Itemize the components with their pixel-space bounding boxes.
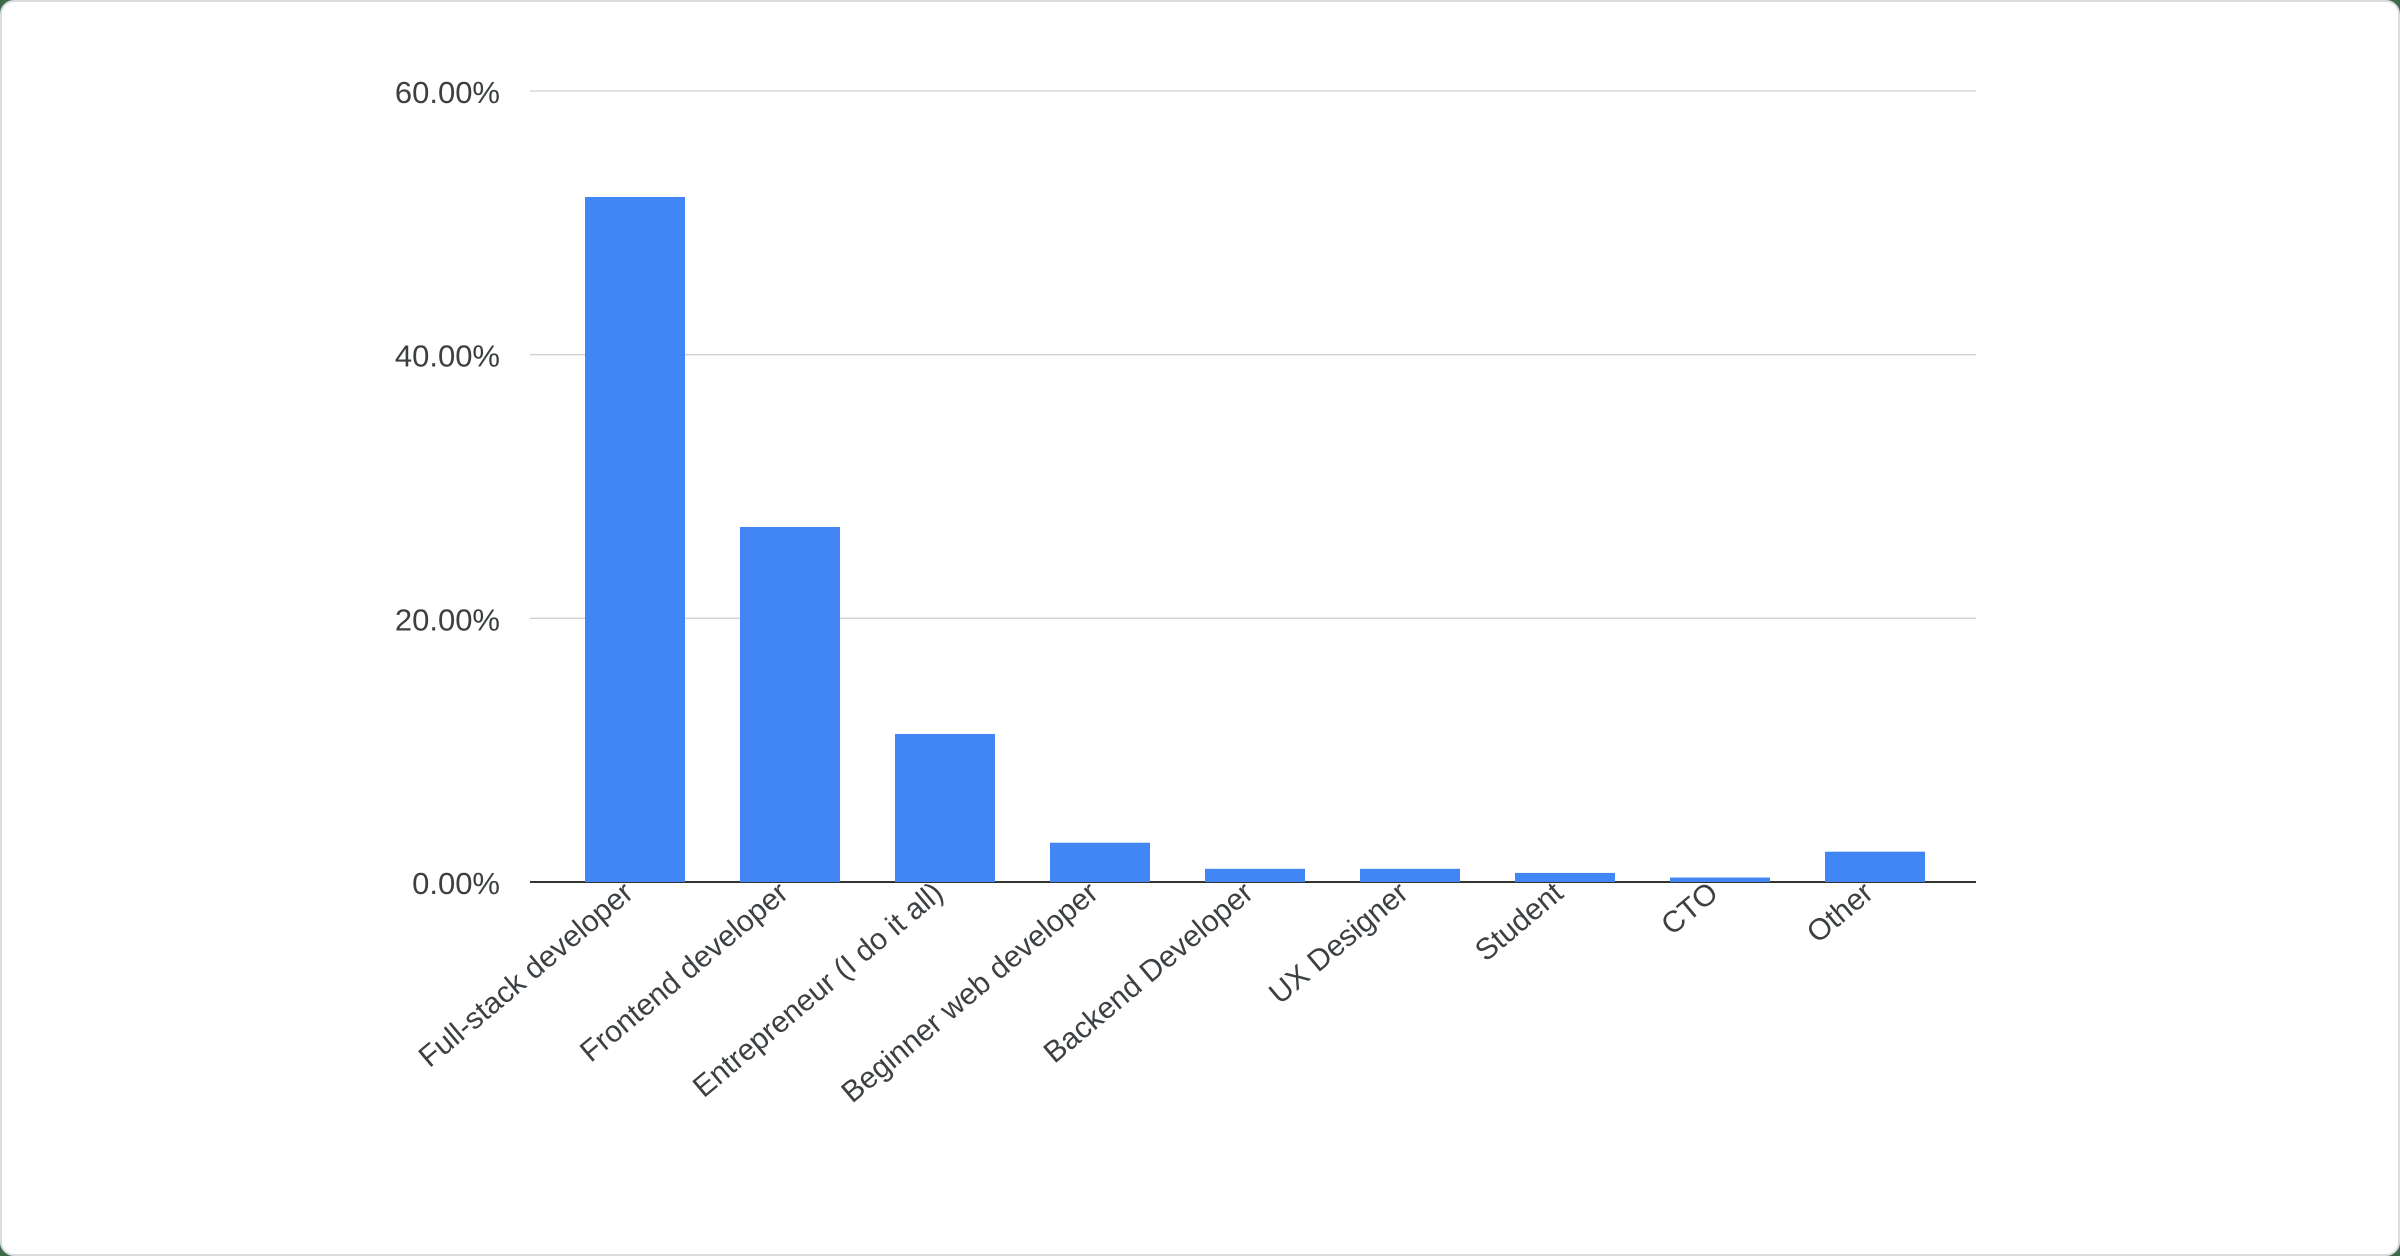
svg-text:Entrepreneur (I do it all): Entrepreneur (I do it all)	[687, 876, 950, 1104]
svg-text:20.00%: 20.00%	[395, 602, 500, 637]
svg-text:Student: Student	[1469, 876, 1570, 968]
svg-text:60.00%: 60.00%	[395, 75, 500, 110]
svg-text:40.00%: 40.00%	[395, 339, 500, 374]
svg-text:CTO: CTO	[1655, 876, 1724, 942]
svg-text:UX Designer: UX Designer	[1263, 876, 1414, 1011]
svg-text:Beginner web developer: Beginner web developer	[835, 876, 1104, 1109]
svg-text:Other: Other	[1801, 876, 1880, 950]
svg-text:0.00%: 0.00%	[412, 866, 500, 901]
